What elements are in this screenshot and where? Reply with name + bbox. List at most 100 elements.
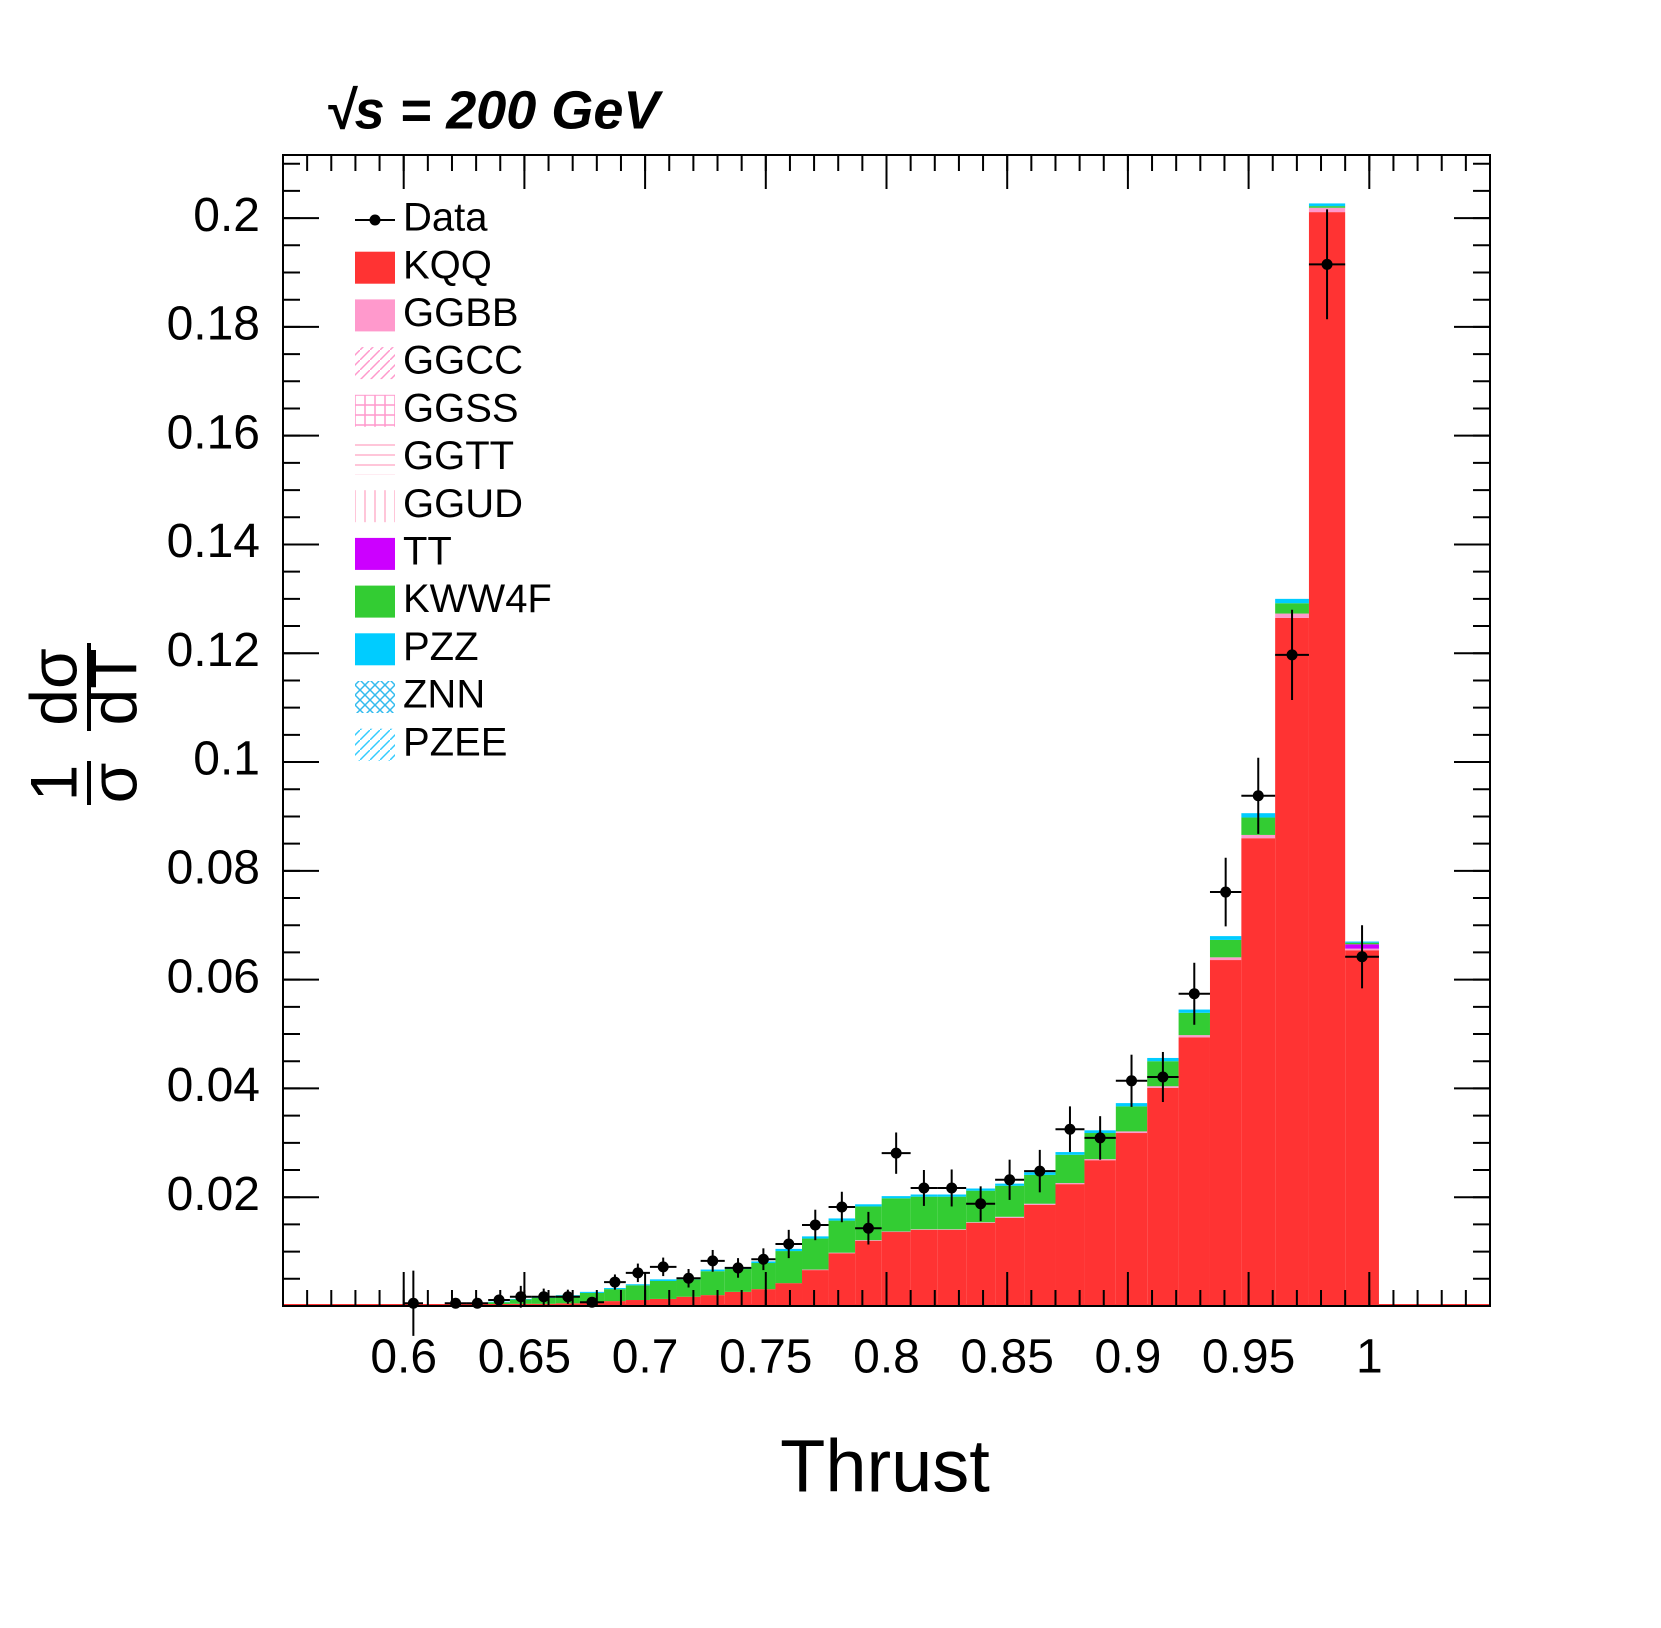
bar-segment — [649, 1298, 677, 1306]
y-tick-label: 0.06 — [167, 950, 260, 1003]
bar-segment — [1178, 1035, 1210, 1038]
bar-segment — [1024, 1204, 1056, 1306]
x-tick-label: 0.9 — [1095, 1331, 1162, 1384]
data-point — [975, 1198, 987, 1210]
bar-segment — [1055, 1154, 1085, 1184]
bar-segment — [775, 1283, 803, 1306]
data-point — [407, 1297, 419, 1309]
data-point — [1286, 649, 1298, 661]
bar-segment — [1055, 1152, 1085, 1155]
bar-segment — [802, 1238, 829, 1270]
data-point — [783, 1238, 795, 1250]
data-point — [1157, 1071, 1169, 1083]
legend-swatch — [355, 299, 395, 332]
data-point — [890, 1147, 902, 1159]
bar-segment — [1209, 960, 1242, 1306]
bar-segment — [1275, 603, 1309, 614]
legend-swatch — [355, 442, 395, 475]
data-point — [1356, 951, 1368, 963]
legend-swatch — [355, 681, 395, 713]
bar-segment — [579, 1291, 605, 1293]
bar-segment — [676, 1296, 701, 1306]
bar-segment — [1055, 1184, 1085, 1306]
x-tick-label: 0.8 — [853, 1331, 920, 1384]
bar-segment — [828, 1220, 856, 1253]
data-point — [836, 1201, 848, 1213]
legend-swatch — [355, 490, 395, 523]
y-tick-label: 0.18 — [167, 298, 260, 351]
y-label-part: dT — [76, 648, 150, 725]
data-point — [1004, 1174, 1016, 1186]
legend-label: KQQ — [403, 243, 492, 287]
bar-segment — [1055, 1183, 1085, 1185]
legend-swatch — [355, 633, 395, 666]
bar-segment — [966, 1222, 996, 1306]
data-point — [707, 1255, 719, 1267]
data-point — [946, 1182, 958, 1194]
bar-segment — [1024, 1203, 1056, 1205]
y-tick-label: 0.12 — [167, 624, 260, 677]
legend-swatch — [355, 585, 395, 618]
bar-segment — [881, 1198, 911, 1232]
x-tick-label: 0.85 — [960, 1331, 1053, 1384]
bar-segment — [625, 1284, 650, 1286]
data-point — [450, 1297, 462, 1309]
bar-segment — [1115, 1131, 1148, 1134]
data-point — [562, 1291, 574, 1303]
y-tick-label: 0.14 — [167, 515, 260, 568]
bar-segment — [1178, 1037, 1210, 1306]
bar-segment — [625, 1300, 650, 1306]
bar-segment — [1241, 834, 1276, 839]
data-point — [732, 1262, 744, 1274]
y-label-part: 1 — [16, 765, 90, 802]
bar-segment — [724, 1291, 752, 1306]
bar-segment — [855, 1240, 882, 1306]
x-tick-label: 0.65 — [478, 1331, 571, 1384]
bar-segment — [1308, 203, 1346, 207]
data-point — [1034, 1165, 1046, 1177]
bar-segment — [649, 1279, 677, 1281]
data-point — [918, 1182, 930, 1194]
legend-label: GGCC — [403, 339, 523, 383]
bar-segment — [1115, 1106, 1148, 1132]
data-point — [515, 1291, 527, 1303]
x-tick-label: 1 — [1356, 1331, 1383, 1384]
data-point — [757, 1253, 769, 1265]
data-point — [609, 1276, 621, 1288]
bar-segment — [937, 1229, 967, 1306]
bar-segment — [751, 1289, 776, 1306]
x-tick-label: 0.6 — [370, 1331, 437, 1384]
data-point — [1188, 988, 1200, 1000]
y-axis-label: 1 σ dσ dT — [16, 643, 150, 805]
bar-segment — [828, 1253, 856, 1306]
bar-segment — [724, 1269, 752, 1292]
legend-swatch — [355, 347, 395, 380]
legend-swatch — [355, 394, 395, 427]
x-tick-label: 0.7 — [612, 1331, 679, 1384]
bar-segment — [649, 1280, 677, 1299]
bar-segment — [1084, 1160, 1116, 1306]
annotation: √s = 200 GeV — [325, 80, 663, 140]
data-point — [809, 1219, 821, 1231]
legend-label: KWW4F — [403, 577, 552, 621]
y-tick-label: 0.1 — [193, 733, 260, 786]
legend-swatch — [355, 537, 395, 570]
bar-segment — [855, 1204, 882, 1207]
bar-segment — [1147, 1087, 1179, 1306]
bar-segment — [966, 1222, 996, 1223]
y-tick-label: 0.16 — [167, 406, 260, 459]
data-point — [683, 1272, 695, 1284]
bar-segment — [1115, 1133, 1148, 1306]
bar-segment — [676, 1279, 701, 1297]
legend-label: Data — [403, 196, 488, 240]
bar-segment — [1241, 838, 1276, 1306]
bar-segment — [1308, 212, 1346, 1306]
legend-swatch — [369, 214, 381, 226]
bar-segment — [1209, 939, 1242, 958]
legend-swatch — [355, 251, 395, 284]
y-tick-label: 0.04 — [167, 1059, 260, 1112]
bar-segment — [881, 1196, 911, 1199]
